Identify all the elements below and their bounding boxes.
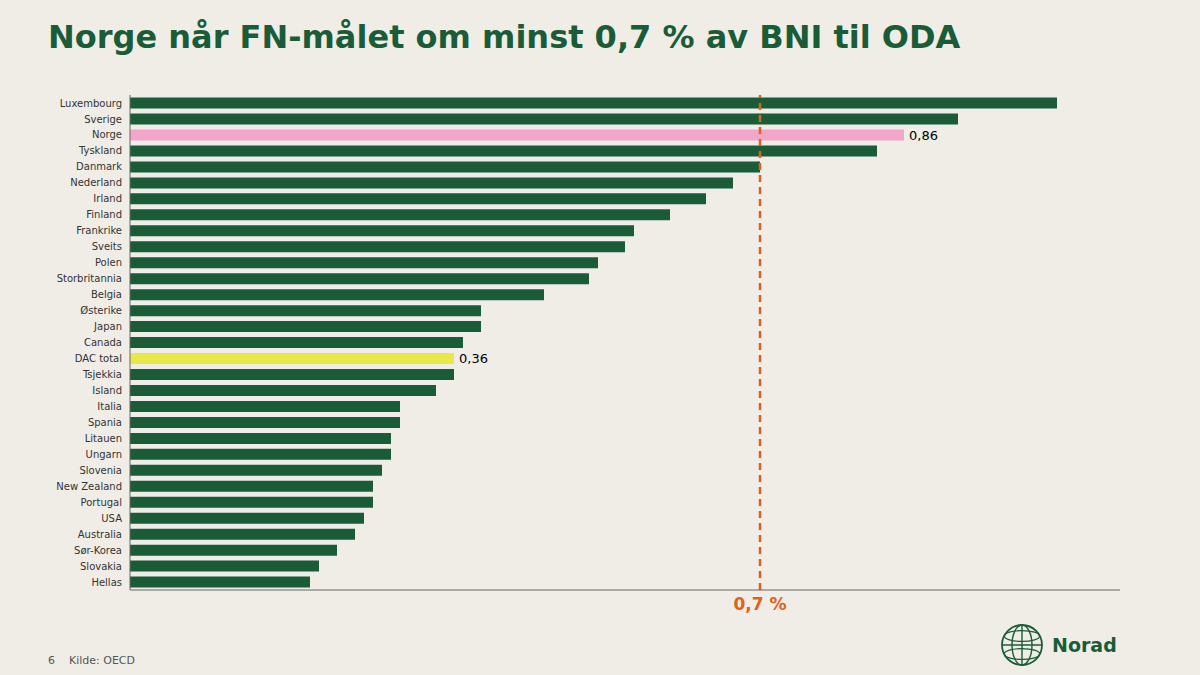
svg-text:Luxembourg: Luxembourg — [60, 98, 122, 109]
svg-text:Finland: Finland — [86, 209, 122, 220]
svg-text:Irland: Irland — [93, 193, 122, 204]
svg-text:0,36: 0,36 — [459, 351, 488, 366]
svg-text:Spania: Spania — [88, 417, 122, 428]
svg-text:0,86: 0,86 — [909, 128, 938, 143]
svg-text:Portugal: Portugal — [81, 497, 122, 508]
svg-text:Belgia: Belgia — [91, 289, 122, 300]
html-text:6 Kilde: OECD: 6 Kilde: OECD — [48, 654, 135, 667]
svg-text:DAC total: DAC total — [75, 353, 122, 364]
svg-text:Norge: Norge — [92, 129, 122, 140]
svg-text:Sveits: Sveits — [92, 241, 122, 252]
svg-text:New Zealand: New Zealand — [56, 481, 122, 492]
html-text:Norge når FN-målet om minst 0,: Norge når FN-målet om minst 0,7 % av BNI… — [48, 18, 961, 56]
svg-text:Japan: Japan — [93, 321, 122, 332]
svg-text:Slovakia: Slovakia — [80, 561, 122, 572]
svg-text:Østerike: Østerike — [80, 305, 122, 316]
svg-text:Tyskland: Tyskland — [78, 145, 122, 156]
svg-text:Sør-Korea: Sør-Korea — [74, 545, 122, 556]
svg-text:Frankrike: Frankrike — [76, 225, 122, 236]
svg-text:Litauen: Litauen — [85, 433, 122, 444]
html-text:Norad: Norad — [1052, 634, 1117, 656]
svg-text:Tsjekkia: Tsjekkia — [82, 369, 122, 380]
svg-text:Sverige: Sverige — [84, 114, 122, 125]
svg-text:Storbritannia: Storbritannia — [57, 273, 122, 284]
svg-text:Danmark: Danmark — [76, 161, 122, 172]
svg-text:Canada: Canada — [84, 337, 122, 348]
svg-text:Slovenia: Slovenia — [79, 465, 122, 476]
svg-text:Nederland: Nederland — [70, 177, 122, 188]
svg-text:USA: USA — [101, 513, 122, 524]
svg-text:Ungarn: Ungarn — [86, 449, 122, 460]
svg-text:Italia: Italia — [97, 401, 122, 412]
svg-text:Hellas: Hellas — [91, 577, 122, 588]
svg-text:Australia: Australia — [78, 529, 122, 540]
svg-text:0,7 %: 0,7 % — [733, 594, 786, 614]
svg-text:Island: Island — [92, 385, 122, 396]
svg-text:Polen: Polen — [95, 257, 122, 268]
